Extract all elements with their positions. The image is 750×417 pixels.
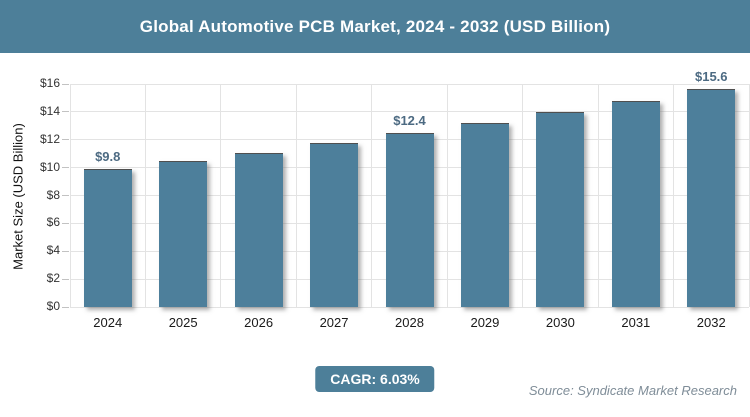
x-tick-label: 2030 — [545, 315, 575, 330]
x-tick-label: 2028 — [395, 315, 424, 330]
gridline-vertical — [295, 84, 297, 307]
y-tick-label: $14 — [39, 103, 60, 118]
gridline-vertical — [446, 84, 448, 307]
bar-2027 — [310, 142, 359, 307]
y-tick-mark — [62, 83, 69, 85]
y-tick-mark — [62, 278, 69, 280]
x-tick-label: 2026 — [244, 315, 274, 330]
y-tick-label: $2 — [46, 271, 60, 286]
bar-2030 — [536, 112, 585, 307]
bar-value-label: $15.6 — [694, 68, 728, 84]
gridline-vertical — [144, 84, 146, 307]
bar-2025 — [159, 161, 208, 307]
y-tick-mark — [62, 195, 69, 196]
x-tick-label: 2025 — [168, 315, 198, 330]
bar-2024 — [83, 169, 132, 307]
source-attribution: Source: Syndicate Market Research — [528, 383, 737, 398]
y-tick-mark — [62, 111, 69, 113]
bar-2032 — [687, 88, 736, 307]
bar-value-label: $12.4 — [393, 113, 426, 129]
gridline-horizontal — [70, 306, 749, 308]
x-tick-label: 2032 — [696, 315, 726, 330]
bar-2028 — [385, 133, 434, 307]
x-tick-label: 2031 — [621, 315, 651, 330]
x-tick-label: 2027 — [319, 315, 349, 330]
gridline-horizontal — [70, 111, 749, 113]
bar-2026 — [234, 152, 283, 307]
chart-title-bar: Global Automotive PCB Market, 2024 - 203… — [0, 0, 750, 53]
y-tick-mark — [62, 139, 69, 141]
y-tick-label: $16 — [39, 76, 60, 90]
gridline-vertical — [673, 84, 675, 307]
y-tick-label: $10 — [39, 159, 60, 174]
x-tick-label: 2024 — [93, 315, 123, 330]
y-tick-mark — [62, 306, 69, 308]
x-tick-label: 2029 — [470, 315, 500, 330]
chart-title: Global Automotive PCB Market, 2024 - 203… — [139, 16, 611, 36]
bar-2031 — [611, 101, 660, 307]
bar-value-label: $9.8 — [95, 149, 121, 165]
y-tick-label: $6 — [46, 215, 60, 230]
y-tick-mark — [62, 250, 69, 252]
gridline-horizontal — [70, 83, 749, 85]
cagr-label: CAGR: 6.03% — [330, 371, 420, 387]
plot-area — [69, 83, 750, 308]
y-tick-label: $8 — [46, 187, 60, 202]
gridline-vertical — [220, 84, 222, 307]
y-tick-mark — [62, 222, 69, 224]
y-tick-label: $4 — [46, 243, 60, 258]
gridline-vertical — [522, 84, 524, 307]
y-tick-label: $0 — [46, 299, 60, 313]
gridline-vertical — [371, 84, 373, 307]
gridline-vertical — [748, 84, 750, 307]
bar-2029 — [460, 123, 509, 307]
gridline-vertical — [597, 84, 599, 307]
cagr-badge: CAGR: 6.03% — [315, 366, 435, 392]
gridline-vertical — [69, 84, 71, 307]
y-tick-mark — [62, 167, 69, 169]
y-tick-label: $12 — [39, 131, 60, 146]
